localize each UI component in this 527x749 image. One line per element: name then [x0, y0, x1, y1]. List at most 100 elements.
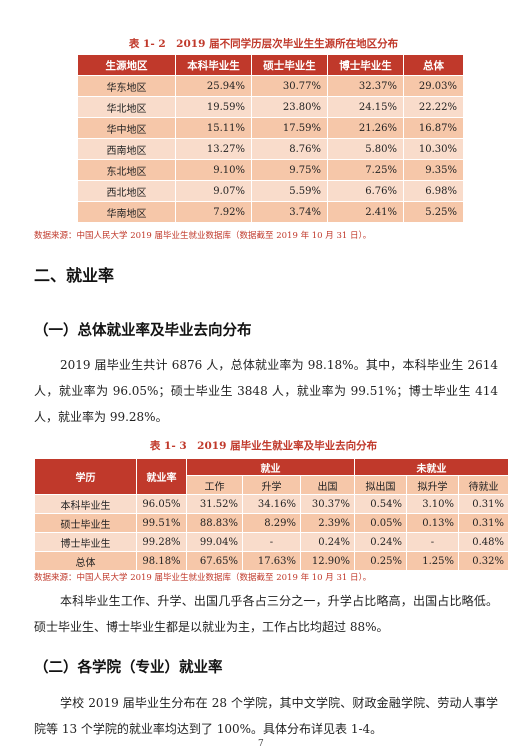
table2-subheader: 工作 — [186, 475, 243, 495]
table2-header-rate: 就业率 — [136, 458, 187, 495]
table-cell: 9.75% — [251, 159, 328, 181]
table-cell: 22.22% — [403, 96, 464, 118]
table-row: 华南地区 7.92% 3.74% 2.41% 5.25% — [77, 201, 464, 223]
table2-header-unemployed: 未就业 — [353, 458, 510, 476]
table-cell: 6.98% — [403, 180, 464, 202]
table-cell: 0.25% — [354, 551, 407, 571]
table-cell: 0.24% — [354, 532, 407, 552]
table-cell: 10.30% — [403, 138, 464, 160]
table-cell: 2.41% — [327, 201, 404, 223]
table-cell: 8.29% — [242, 513, 301, 533]
table-cell: 24.15% — [327, 96, 404, 118]
table-cell: 9.35% — [403, 159, 464, 181]
table-cell: 西北地区 — [77, 180, 176, 202]
table-row: 硕士毕业生 99.51% 88.83% 8.29% 2.39% 0.05% 0.… — [34, 513, 510, 533]
table-cell: 32.37% — [327, 75, 404, 97]
table-cell: 30.37% — [300, 494, 355, 514]
table-cell: 华中地区 — [77, 117, 176, 139]
table-cell: 9.07% — [175, 180, 252, 202]
table-cell: 30.77% — [251, 75, 328, 97]
table-cell: 3.74% — [251, 201, 328, 223]
table-cell: 25.94% — [175, 75, 252, 97]
table2-subheader: 升学 — [242, 475, 301, 495]
table2-subheader: 出国 — [300, 475, 355, 495]
table-cell: - — [406, 532, 459, 552]
subsection-title: （一）总体就业率及毕业去向分布 — [34, 323, 252, 339]
page-number: 7 — [258, 739, 264, 749]
table-row: 华北地区 19.59% 23.80% 24.15% 22.22% — [77, 96, 464, 118]
table2-source-note: 数据来源：中国人民大学 2019 届毕业生就业数据库（数据截至 2019 年 1… — [34, 573, 372, 583]
table-cell: 29.03% — [403, 75, 464, 97]
table-cell: 0.31% — [457, 494, 510, 514]
table-cell: 31.52% — [186, 494, 243, 514]
table-cell: 华北地区 — [77, 96, 176, 118]
table-row: 博士毕业生 99.28% 99.04% - 0.24% 0.24% - 0.48… — [34, 532, 510, 552]
table-cell: 总体 — [34, 551, 137, 571]
table-cell: 99.04% — [186, 532, 243, 552]
table-row: 本科毕业生 96.05% 31.52% 34.16% 30.37% 0.54% … — [34, 494, 510, 514]
table-cell: 7.25% — [327, 159, 404, 181]
table-row: 总体 98.18% 67.65% 17.63% 12.90% 0.25% 1.2… — [34, 551, 510, 571]
table1-header: 生源地区 — [77, 54, 176, 76]
table2-header-degree: 学历 — [34, 458, 137, 495]
section-title: 二、就业率 — [34, 266, 115, 285]
table-cell: 34.16% — [242, 494, 301, 514]
table-row: 西北地区 9.07% 5.59% 6.76% 6.98% — [77, 180, 464, 202]
table-cell: 9.10% — [175, 159, 252, 181]
table-cell: 0.32% — [457, 551, 510, 571]
table1: 生源地区 本科毕业生 硕士毕业生 博士毕业生 总体 华东地区 25.94% 30… — [77, 54, 464, 223]
table-cell: 5.80% — [327, 138, 404, 160]
table2: 学历 就业率 就业 未就业 工作 升学 出国 拟出国 拟升学 待就业 本科毕业生… — [34, 458, 510, 571]
table2-subheader: 拟升学 — [406, 475, 459, 495]
table-row: 华中地区 15.11% 17.59% 21.26% 16.87% — [77, 117, 464, 139]
table1-header-row: 生源地区 本科毕业生 硕士毕业生 博士毕业生 总体 — [77, 54, 464, 76]
table1-header: 博士毕业生 — [327, 54, 404, 76]
table-cell: 2.39% — [300, 513, 355, 533]
table-cell: 0.48% — [457, 532, 510, 552]
table2-subheader: 拟出国 — [354, 475, 407, 495]
table-cell: 0.13% — [406, 513, 459, 533]
table2-header-employed: 就业 — [186, 458, 355, 476]
table-cell: - — [242, 532, 301, 552]
table-cell: 17.59% — [251, 117, 328, 139]
table-cell: 8.76% — [251, 138, 328, 160]
table1-header: 总体 — [403, 54, 464, 76]
table-cell: 88.83% — [186, 513, 243, 533]
paragraph: 学校 2019 届毕业生分布在 28 个学院，其中文学院、财政金融学院、劳动人事… — [34, 696, 498, 736]
table-row: 华东地区 25.94% 30.77% 32.37% 29.03% — [77, 75, 464, 97]
table1-header: 硕士毕业生 — [251, 54, 328, 76]
table-cell: 3.10% — [406, 494, 459, 514]
table-cell: 0.24% — [300, 532, 355, 552]
table1-header: 本科毕业生 — [175, 54, 252, 76]
table-cell: 99.51% — [136, 513, 187, 533]
table-cell: 博士毕业生 — [34, 532, 137, 552]
table-cell: 15.11% — [175, 117, 252, 139]
table-cell: 0.31% — [457, 513, 510, 533]
table-cell: 东北地区 — [77, 159, 176, 181]
table-row: 东北地区 9.10% 9.75% 7.25% 9.35% — [77, 159, 464, 181]
table-cell: 1.25% — [406, 551, 459, 571]
table-cell: 23.80% — [251, 96, 328, 118]
table-cell: 6.76% — [327, 180, 404, 202]
table-cell: 华南地区 — [77, 201, 176, 223]
table-cell: 99.28% — [136, 532, 187, 552]
paragraph: 本科毕业生工作、升学、出国几乎各占三分之一，升学占比略高，出国占比略低。硕士毕业… — [34, 594, 498, 634]
table-cell: 5.59% — [251, 180, 328, 202]
table-cell: 12.90% — [300, 551, 355, 571]
table-cell: 硕士毕业生 — [34, 513, 137, 533]
table-cell: 5.25% — [403, 201, 464, 223]
table2-subheader: 待就业 — [457, 475, 510, 495]
table-cell: 67.65% — [186, 551, 243, 571]
table-cell: 17.63% — [242, 551, 301, 571]
table-cell: 96.05% — [136, 494, 187, 514]
table1-caption: 表 1- 2 2019 届不同学历层次毕业生生源所在地区分布 — [128, 38, 399, 50]
table-cell: 西南地区 — [77, 138, 176, 160]
table-cell: 13.27% — [175, 138, 252, 160]
table-row: 西南地区 13.27% 8.76% 5.80% 10.30% — [77, 138, 464, 160]
table-cell: 0.54% — [354, 494, 407, 514]
table2-header-row: 学历 就业率 就业 未就业 — [34, 458, 510, 495]
subsection-title: （二）各学院（专业）就业率 — [34, 660, 223, 676]
table-cell: 本科毕业生 — [34, 494, 137, 514]
table-cell: 华东地区 — [77, 75, 176, 97]
table-cell: 7.92% — [175, 201, 252, 223]
